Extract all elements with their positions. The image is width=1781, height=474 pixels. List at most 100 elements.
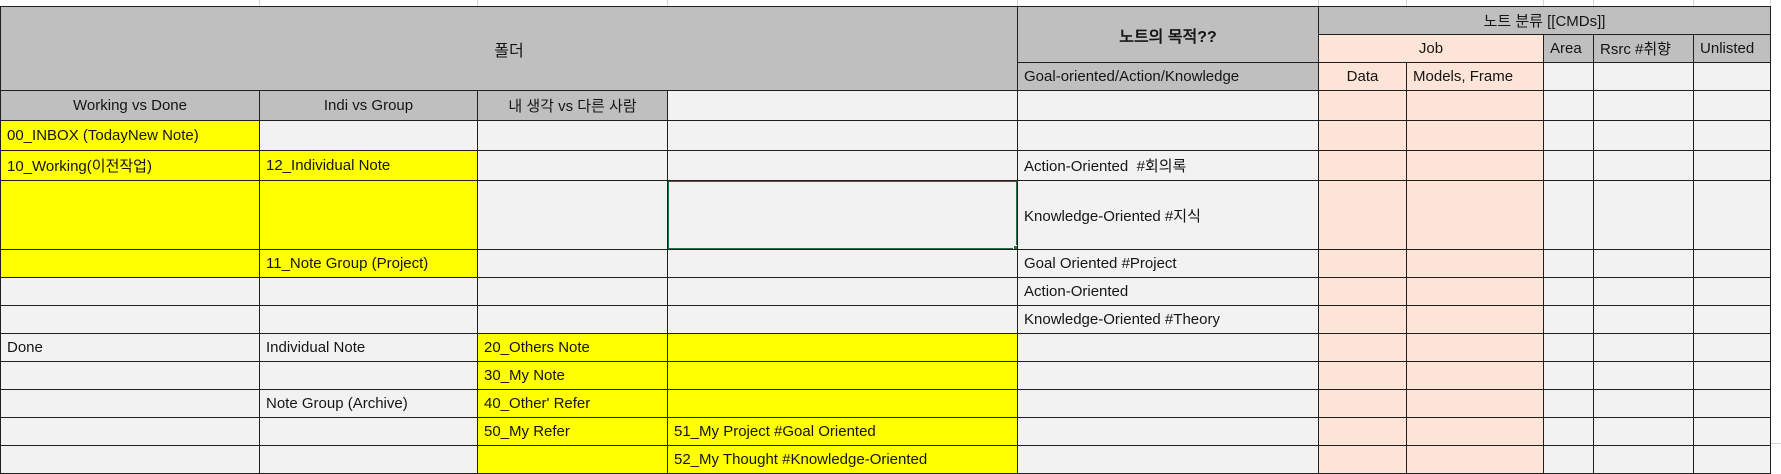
- cell-j10[interactable]: [1693, 305, 1772, 334]
- cell-c8[interactable]: [477, 249, 668, 278]
- cell-i15[interactable]: [1593, 445, 1695, 474]
- cell-i12[interactable]: [1593, 361, 1695, 390]
- cell-b6[interactable]: 12_Individual Note: [259, 150, 478, 181]
- cell-d5[interactable]: [666, 120, 1019, 151]
- cell-j7[interactable]: [1693, 180, 1772, 250]
- cell-col-header-indi-group[interactable]: Indi vs Group: [259, 90, 478, 121]
- cell-e14[interactable]: [1017, 417, 1320, 446]
- cell-f13[interactable]: [1318, 389, 1408, 418]
- cell-j6[interactable]: [1693, 150, 1772, 181]
- cell-e13[interactable]: [1017, 389, 1320, 418]
- cell-j11[interactable]: [1693, 333, 1772, 362]
- cell-f7[interactable]: [1318, 180, 1408, 250]
- cell-e10[interactable]: Knowledge-Oriented #Theory: [1017, 305, 1320, 334]
- cell-col-header-working-done[interactable]: Working vs Done: [0, 90, 260, 121]
- cell-h4[interactable]: [1543, 90, 1595, 121]
- cell-h5[interactable]: [1543, 120, 1595, 151]
- cell-unlisted-header[interactable]: Unlisted: [1693, 34, 1772, 63]
- cell-c12[interactable]: 30_My Note: [477, 361, 668, 390]
- cell-f8[interactable]: [1318, 249, 1408, 278]
- cell-c6[interactable]: [477, 150, 668, 181]
- cell-b10[interactable]: [259, 305, 478, 334]
- cell-f9[interactable]: [1318, 277, 1408, 306]
- cell-e5[interactable]: [1017, 120, 1320, 151]
- cell-d12[interactable]: [666, 361, 1019, 390]
- cell-h15[interactable]: [1543, 445, 1595, 474]
- cell-g15[interactable]: [1406, 445, 1545, 474]
- cell-h9[interactable]: [1543, 277, 1595, 306]
- cell-b15[interactable]: [259, 445, 478, 474]
- cell-c15[interactable]: [477, 445, 668, 474]
- cell-j5[interactable]: [1693, 120, 1772, 151]
- cell-g14[interactable]: [1406, 417, 1545, 446]
- cell-a13[interactable]: [0, 389, 260, 418]
- fill-handle[interactable]: [1013, 245, 1017, 249]
- cell-g12[interactable]: [1406, 361, 1545, 390]
- cell-d10[interactable]: [666, 305, 1019, 334]
- cell-j3[interactable]: [1693, 62, 1772, 91]
- cell-h8[interactable]: [1543, 249, 1595, 278]
- cell-g4[interactable]: [1406, 90, 1545, 121]
- cell-g8[interactable]: [1406, 249, 1545, 278]
- cell-a9[interactable]: [0, 277, 260, 306]
- cell-d7-selected[interactable]: [666, 180, 1019, 250]
- cell-job-header[interactable]: Job: [1318, 34, 1545, 63]
- cell-i14[interactable]: [1593, 417, 1695, 446]
- cell-e12[interactable]: [1017, 361, 1320, 390]
- cell-d14[interactable]: 51_My Project #Goal Oriented: [666, 417, 1019, 446]
- cell-j13[interactable]: [1693, 389, 1772, 418]
- cell-d15[interactable]: 52_My Thought #Knowledge-Oriented: [666, 445, 1019, 474]
- cell-a15[interactable]: [0, 445, 260, 474]
- cell-area-header[interactable]: Area: [1543, 34, 1595, 63]
- cell-b9[interactable]: [259, 277, 478, 306]
- cell-g10[interactable]: [1406, 305, 1545, 334]
- cell-col-header-my-others[interactable]: 내 생각 vs 다른 사람: [477, 90, 668, 121]
- cell-b8[interactable]: 11_Note Group (Project): [259, 249, 478, 278]
- cell-i10[interactable]: [1593, 305, 1695, 334]
- cell-i6[interactable]: [1593, 150, 1695, 181]
- cell-a11[interactable]: Done: [0, 333, 260, 362]
- cell-h6[interactable]: [1543, 150, 1595, 181]
- cell-a5[interactable]: 00_INBOX (TodayNew Note): [0, 120, 260, 151]
- cell-b13[interactable]: Note Group (Archive): [259, 389, 478, 418]
- cell-b14[interactable]: [259, 417, 478, 446]
- cell-f15[interactable]: [1318, 445, 1408, 474]
- cell-h10[interactable]: [1543, 305, 1595, 334]
- cell-d6[interactable]: [666, 150, 1019, 181]
- cell-i7[interactable]: [1593, 180, 1695, 250]
- cell-i8[interactable]: [1593, 249, 1695, 278]
- cell-job-models[interactable]: Models, Frame: [1406, 62, 1545, 91]
- cell-e4[interactable]: [1017, 90, 1320, 121]
- cell-j15[interactable]: [1693, 445, 1772, 474]
- cell-e15[interactable]: [1017, 445, 1320, 474]
- cell-rsrc-header[interactable]: Rsrc #취향: [1593, 34, 1695, 63]
- cell-j14[interactable]: [1693, 417, 1772, 446]
- cell-b7[interactable]: [259, 180, 478, 250]
- cell-j12[interactable]: [1693, 361, 1772, 390]
- cell-b5[interactable]: [259, 120, 478, 151]
- cell-j4[interactable]: [1693, 90, 1772, 121]
- cell-e11[interactable]: [1017, 333, 1320, 362]
- cell-cmds-header[interactable]: 노트 분류 [[CMDs]]: [1318, 6, 1772, 35]
- cell-h13[interactable]: [1543, 389, 1595, 418]
- cell-g13[interactable]: [1406, 389, 1545, 418]
- cell-a14[interactable]: [0, 417, 260, 446]
- cell-purpose-value[interactable]: Goal-oriented/Action/Knowledge: [1017, 62, 1320, 91]
- cell-c9[interactable]: [477, 277, 668, 306]
- cell-e7[interactable]: Knowledge-Oriented #지식: [1017, 180, 1320, 250]
- cell-a12[interactable]: [0, 361, 260, 390]
- cell-c7[interactable]: [477, 180, 668, 250]
- cell-job-data[interactable]: Data: [1318, 62, 1408, 91]
- cell-purpose-header[interactable]: 노트의 목적??: [1017, 6, 1320, 63]
- cell-a7[interactable]: [0, 180, 260, 250]
- cell-j9[interactable]: [1693, 277, 1772, 306]
- cell-g11[interactable]: [1406, 333, 1545, 362]
- cell-g9[interactable]: [1406, 277, 1545, 306]
- cell-d13[interactable]: [666, 389, 1019, 418]
- cell-g7[interactable]: [1406, 180, 1545, 250]
- cell-g5[interactable]: [1406, 120, 1545, 151]
- cell-j8[interactable]: [1693, 249, 1772, 278]
- cell-c5[interactable]: [477, 120, 668, 151]
- cell-e8[interactable]: Goal Oriented #Project: [1017, 249, 1320, 278]
- cell-folder-header[interactable]: 폴더: [0, 6, 1019, 91]
